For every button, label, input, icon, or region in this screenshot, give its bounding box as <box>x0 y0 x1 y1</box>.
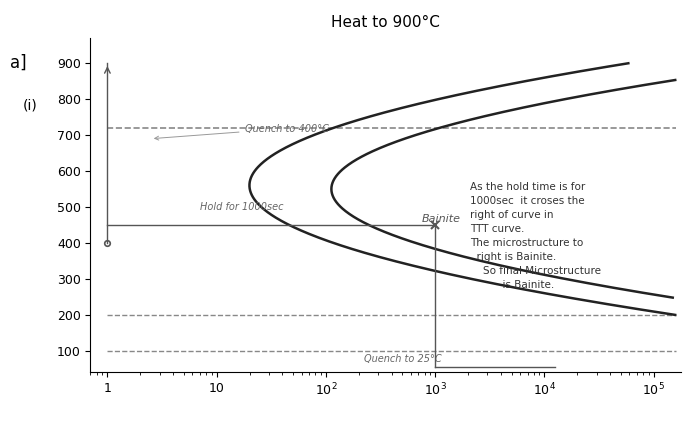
Text: Quench to 25°C: Quench to 25°C <box>364 354 442 364</box>
Text: (i): (i) <box>23 99 38 113</box>
Text: Hold for 1000sec: Hold for 1000sec <box>200 202 283 212</box>
Text: a]: a] <box>10 54 27 71</box>
Title: Heat to 900°C: Heat to 900°C <box>331 15 440 30</box>
Text: As the hold time is for
1000sec  it croses the
right of curve in
TTT curve.
The : As the hold time is for 1000sec it crose… <box>470 182 601 290</box>
Text: Bainite: Bainite <box>422 214 461 225</box>
Text: Quench to 400°C: Quench to 400°C <box>155 124 329 140</box>
